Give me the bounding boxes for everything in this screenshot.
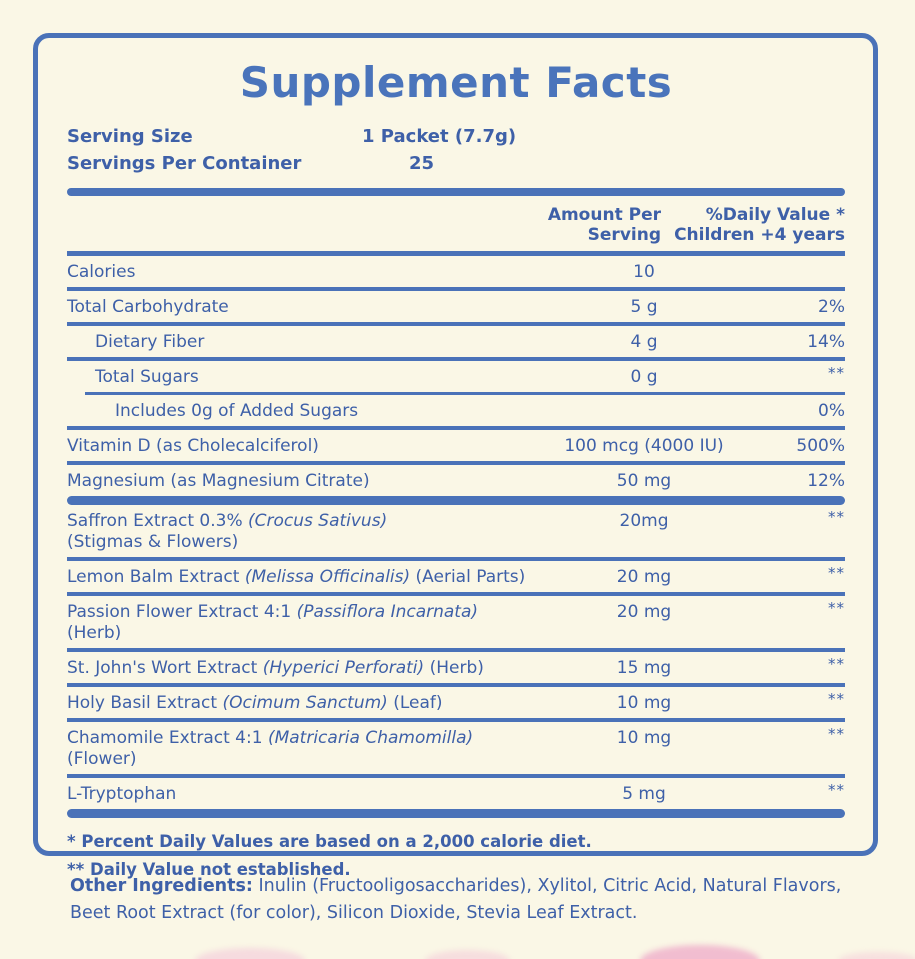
pink-decoration [195,948,305,959]
row-dv: ** [828,690,845,708]
nutrient-row: L-Tryptophan 5 mg ** [67,778,845,809]
nutrient-row: Calories 10 [67,256,845,287]
row-label: Dietary Fiber [95,332,205,352]
separator [67,557,845,561]
servings-per-container-label: Servings Per Container [67,153,302,174]
row-amount: 15 mg [616,658,672,678]
serving-size-row: Serving Size 1 Packet (7.7g) [67,123,845,150]
other-ingredients-label: Other Ingredients: [70,876,253,896]
separator [67,809,845,818]
amount-per-serving-header: Amount Per Serving [547,205,661,245]
row-label: Holy Basil Extract (Ocimum Sanctum) (Lea… [67,693,443,713]
row-dv: ** [828,564,845,582]
panel-title: Supplement Facts [239,58,673,107]
nutrient-row: Passion Flower Extract 4:1 (Passiflora I… [67,596,845,648]
daily-value-header: %Daily Value * Children +4 years [674,205,845,245]
separator [67,774,845,778]
nutrient-rows: Calories 10 Total Carbohydrate 5 g 2% Di… [67,256,845,818]
footnotes: * Percent Daily Values are based on a 2,… [67,832,845,879]
row-amount: 10 [633,262,655,282]
nutrient-row: Includes 0g of Added Sugars 0% [67,395,845,426]
nutrient-row: Chamomile Extract 4:1 (Matricaria Chamom… [67,722,845,774]
nutrient-row: Total Carbohydrate 5 g 2% [67,291,845,322]
row-label: Magnesium (as Magnesium Citrate) [67,471,370,491]
serving-size-label: Serving Size [67,126,193,147]
nutrient-row: Holy Basil Extract (Ocimum Sanctum) (Lea… [67,687,845,718]
nutrient-row: St. John's Wort Extract (Hyperici Perfor… [67,652,845,683]
row-label: Chamomile Extract 4:1 (Matricaria Chamom… [67,728,474,769]
separator [67,683,845,687]
separator [67,426,845,430]
row-amount: 5 mg [622,784,666,804]
nutrient-row: Lemon Balm Extract (Melissa Officinalis)… [67,561,845,592]
nutrient-row: Vitamin D (as Cholecalciferol) 100 mcg (… [67,430,845,461]
separator [67,322,845,326]
supplement-facts-panel: Supplement Facts Serving Size 1 Packet (… [33,33,878,879]
pink-decoration [425,950,510,959]
row-label: Total Carbohydrate [67,297,229,317]
row-label: Total Sugars [95,367,199,387]
separator [67,718,845,722]
footnote-daily-values: * Percent Daily Values are based on a 2,… [67,832,592,851]
row-amount: 20mg [619,511,669,531]
other-ingredients: Other Ingredients: Inulin (Fructooligosa… [70,873,860,927]
serving-info: Serving Size 1 Packet (7.7g) Servings Pe… [67,123,845,177]
row-amount: 5 g [630,297,658,317]
nutrient-row: Total Sugars 0 g ** [67,361,845,392]
row-label: L-Tryptophan [67,784,177,804]
row-label: St. John's Wort Extract (Hyperici Perfor… [67,658,484,678]
row-dv: ** [828,508,845,526]
nutrient-row: Magnesium (as Magnesium Citrate) 50 mg 1… [67,465,845,496]
row-label: Calories [67,262,136,282]
row-amount: 0 g [630,367,658,387]
servings-per-container-row: Servings Per Container 25 [67,150,845,177]
column-headers: Amount Per Serving %Daily Value * Children… [67,205,845,245]
row-amount: 20 mg [616,602,672,622]
row-amount: 10 mg [616,693,672,713]
row-dv: 14% [807,332,845,352]
pink-decoration [838,952,915,959]
footnote-not-established: ** Daily Value not established. [67,860,351,879]
row-label: Lemon Balm Extract (Melissa Officinalis)… [67,567,526,587]
row-dv: 2% [818,297,845,317]
row-amount: 20 mg [616,567,672,587]
separator [67,592,845,596]
row-dv: 12% [807,471,845,491]
row-amount: 4 g [630,332,658,352]
separator [85,392,845,395]
row-dv: ** [828,599,845,617]
row-label: Passion Flower Extract 4:1 (Passiflora I… [67,602,479,643]
row-dv: ** [828,725,845,743]
pink-decoration [640,945,760,959]
nutrient-row: Dietary Fiber 4 g 14% [67,326,845,357]
row-dv: ** [828,655,845,673]
row-dv: ** [828,364,845,382]
separator [67,648,845,652]
nutrient-row: Saffron Extract 0.3% (Crocus Sativus) (St… [67,505,845,557]
row-dv: ** [828,781,845,799]
row-label: Saffron Extract 0.3% (Crocus Sativus) (St… [67,511,388,552]
top-divider-bar [67,188,845,196]
separator [67,287,845,291]
row-label: Vitamin D (as Cholecalciferol) [67,436,319,456]
other-ingredients-text: Inulin (Fructooligosaccharides), Xylitol… [70,876,842,923]
servings-per-container-value: 25 [409,153,435,174]
separator [67,496,845,505]
row-label: Includes 0g of Added Sugars [115,401,359,421]
row-dv: 0% [818,401,845,421]
header-separator [67,251,845,256]
row-amount: 50 mg [616,471,672,491]
row-amount: 10 mg [616,728,672,748]
row-amount: 100 mcg (4000 IU) [564,436,724,456]
row-dv: 500% [796,436,845,456]
serving-size-value: 1 Packet (7.7g) [362,126,517,147]
separator [67,461,845,465]
separator [67,357,845,361]
